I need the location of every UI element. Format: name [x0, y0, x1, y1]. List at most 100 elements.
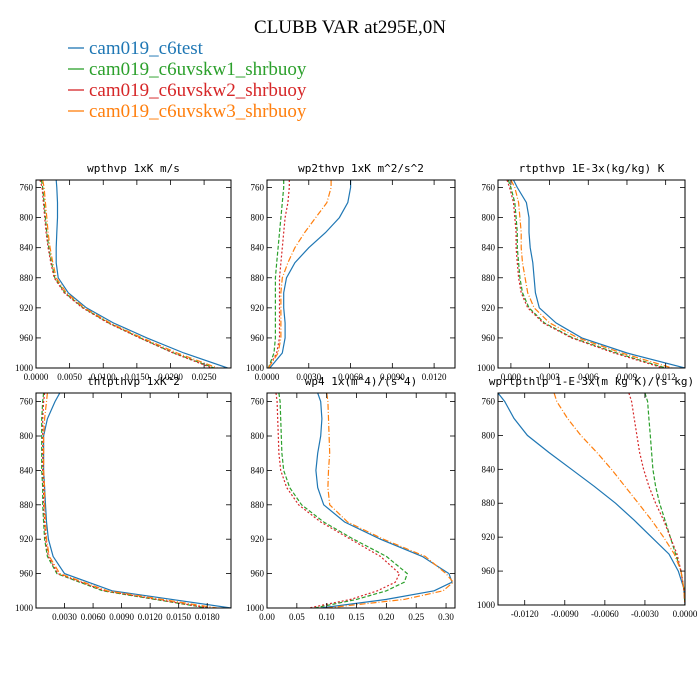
y-tick-label: 1000	[477, 363, 496, 373]
y-tick-label: 840	[20, 465, 34, 475]
panel-title: wp2thvp 1xK m^2/s^2	[298, 162, 424, 175]
x-tick-label: 0.25	[408, 612, 424, 622]
panel-6: wprtpthlp 1-E-3x(m kg K)/(s kg) 760 800 840…	[477, 375, 698, 619]
x-tick-label: 0.006	[578, 372, 599, 382]
plot-frame	[497, 392, 686, 606]
series-line-1	[315, 393, 453, 608]
series-line-3	[42, 393, 210, 608]
y-tick-label: 1000	[246, 603, 265, 613]
y-tick-label: 880	[20, 273, 34, 283]
panel-title: wp4 1x(m^4)/(s^4)	[305, 375, 418, 388]
y-tick-label: 960	[251, 333, 265, 343]
legend-entry: cam019_c6uvskw1_shrbuoy	[89, 59, 307, 80]
series-line-1	[498, 393, 685, 605]
series-line-1	[42, 393, 231, 608]
panel-title: rtpthvp 1E-3x(kg/kg) K	[519, 162, 665, 175]
x-tick-label: -0.0060	[591, 609, 619, 619]
y-tick-label: 880	[251, 273, 265, 283]
x-tick-label: 0.0000	[255, 372, 280, 382]
x-tick-label: 0.0150	[166, 612, 191, 622]
legend-entry: cam019_c6uvskw3_shrbuoy	[89, 101, 307, 122]
y-tick-label: 840	[251, 243, 265, 253]
series-line-2	[644, 393, 685, 605]
x-tick-label: 0.0120	[422, 372, 447, 382]
series-line-1	[269, 180, 352, 368]
y-tick-label: 920	[482, 303, 496, 313]
y-tick-label: 1000	[15, 603, 34, 613]
x-tick-label: 0.0100	[91, 372, 116, 382]
panel-title: wpthvp 1xK m/s	[87, 162, 180, 175]
legend-entry: cam019_c6uvskw2_shrbuoy	[89, 80, 307, 101]
x-tick-label: 0.012	[656, 372, 676, 382]
y-tick-label: 880	[251, 500, 265, 510]
series-line-4	[326, 393, 455, 608]
x-tick-label: -0.0090	[551, 609, 579, 619]
x-tick-label: 0.00	[259, 612, 275, 622]
series-line-4	[553, 393, 685, 605]
x-tick-label: 0.0180	[195, 612, 220, 622]
series-line-2	[267, 180, 285, 368]
x-tick-label: -0.0120	[511, 609, 539, 619]
series-line-3	[275, 393, 401, 608]
x-tick-label: 0.0030	[52, 612, 77, 622]
x-tick-label: 0.0150	[124, 372, 149, 382]
panel-4: thlpthvp 1xK^2 760 800 840 880 920 960 1000 0.00…	[15, 375, 232, 622]
series-line-3	[39, 180, 213, 368]
y-tick-label: 760	[20, 397, 34, 407]
panel-title: wprtpthlp 1-E-3x(m kg K)/(s kg)	[489, 375, 694, 388]
y-tick-label: 840	[482, 464, 496, 474]
plot-frame	[35, 179, 232, 369]
plot-frame	[266, 179, 456, 369]
y-tick-label: 960	[482, 333, 496, 343]
y-tick-label: 800	[482, 430, 496, 440]
x-tick-label: 0.0250	[192, 372, 217, 382]
x-tick-label: 0.0000	[673, 609, 698, 619]
y-tick-label: 920	[20, 303, 34, 313]
x-tick-label: 0.000	[501, 372, 522, 382]
x-tick-label: 0.15	[349, 612, 365, 622]
y-tick-label: 920	[251, 534, 265, 544]
x-tick-label: 0.003	[539, 372, 560, 382]
x-tick-label: 0.0060	[338, 372, 363, 382]
x-tick-label: 0.0200	[158, 372, 183, 382]
series-line-1	[55, 180, 228, 368]
x-tick-label: 0.0120	[138, 612, 163, 622]
series-line-1	[512, 180, 685, 368]
legend-entry: cam019_c6test	[89, 38, 204, 59]
series-line-4	[42, 180, 218, 368]
y-tick-label: 960	[20, 569, 34, 579]
y-tick-label: 880	[482, 498, 496, 508]
x-tick-label: 0.0050	[57, 372, 82, 382]
panel-title: thlpthvp 1xK^2	[87, 375, 180, 388]
y-tick-label: 920	[20, 534, 34, 544]
panel-3: rtpthvp 1E-3x(kg/kg) K 760 800 840 880 920 960…	[477, 162, 686, 382]
y-tick-label: 800	[20, 213, 34, 223]
y-tick-label: 960	[482, 566, 496, 576]
panel-1: wpthvp 1xK m/s76080084088092096010000.00…	[15, 162, 232, 382]
series-line-4	[267, 180, 332, 368]
panel-5: wp4 1x(m^4)/(s^4)76080084088092096010000…	[246, 375, 456, 622]
series-line-3	[628, 393, 685, 605]
panel-grid: wpthvp 1xK m/s76080084088092096010000.00…	[15, 162, 698, 622]
y-tick-label: 760	[251, 183, 265, 193]
y-tick-label: 800	[251, 431, 265, 441]
x-tick-label: 0.0090	[380, 372, 405, 382]
plot-frame	[266, 392, 456, 609]
x-tick-label: 0.05	[289, 612, 305, 622]
x-tick-label: 0.0090	[109, 612, 134, 622]
figure-title: CLUBB VAR at295E,0N	[254, 17, 446, 38]
y-tick-label: 800	[251, 213, 265, 223]
y-tick-label: 760	[482, 183, 496, 193]
x-tick-label: 0.20	[378, 612, 394, 622]
series-line-2	[278, 393, 409, 608]
x-tick-label: 0.10	[319, 612, 335, 622]
series-line-2	[507, 180, 666, 368]
x-tick-label: 0.009	[617, 372, 638, 382]
y-tick-label: 1000	[477, 600, 496, 610]
x-tick-label: -0.0030	[631, 609, 659, 619]
y-tick-label: 920	[482, 532, 496, 542]
panel-2: wp2thvp 1xK m^2/s^2 760 800 840 880 920 960 100…	[246, 162, 456, 382]
plot-frame	[497, 179, 686, 369]
series-line-3	[267, 180, 290, 368]
